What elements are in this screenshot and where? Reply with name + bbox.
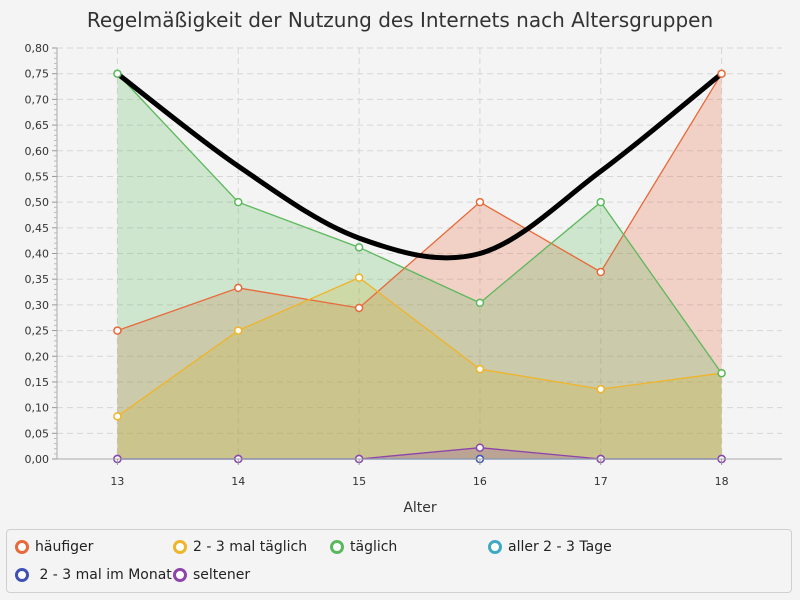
legend-symbol-icon — [15, 540, 29, 554]
legend-label: seltener — [193, 567, 251, 583]
line-2---3-mal-täglich — [117, 276, 722, 417]
legend-label: häufiger — [35, 539, 94, 555]
y-tick-label: 0,30 — [25, 299, 50, 312]
y-tick-label: 0,15 — [25, 376, 50, 389]
data-point — [717, 69, 726, 78]
data-point — [475, 443, 485, 452]
legend-symbol-icon — [330, 540, 344, 554]
legend-item[interactable]: aller 2 - 3 Tage — [488, 539, 612, 555]
y-tick-label: 0,25 — [25, 325, 50, 338]
y-tick-label: 0,10 — [25, 402, 50, 415]
legend-item[interactable]: häufiger — [15, 539, 93, 555]
data-point — [354, 303, 364, 313]
y-tick-label: 0,80 — [25, 42, 50, 55]
legend-item[interactable]: täglich — [330, 539, 397, 555]
data-point — [475, 298, 485, 308]
legend-label: 2 - 3 mal täglich — [193, 539, 308, 555]
x-axis-title: Alter — [403, 500, 437, 516]
x-axis-ticks: 13 14 15 16 17 18 — [110, 459, 729, 488]
data-point — [354, 243, 364, 252]
y-axis-ticks: 0,00 0,05 0,10 0,15 0,20 0,25 0,30 0,35 0,40 0,45… — [25, 42, 57, 466]
data-point — [234, 326, 243, 335]
x-tick-label: 13 — [110, 475, 124, 488]
data-point — [475, 197, 485, 207]
legend-symbol-icon — [173, 568, 187, 582]
line-täglich — [116, 73, 723, 374]
legend-label: 2 - 3 mal im Monat — [35, 567, 172, 583]
legend-symbol-icon — [173, 540, 187, 554]
area-2---3-mal-täglich — [117, 277, 722, 459]
legend-label: aller 2 - 3 Tage — [508, 539, 612, 555]
grid-lines — [57, 47, 782, 459]
legend-item[interactable]: seltener — [173, 567, 250, 583]
legend-item[interactable]: 2 - 3 mal im Monat — [15, 567, 172, 583]
legend-label: täglich — [350, 539, 398, 555]
area-häufiger — [117, 73, 722, 459]
y-tick-label: 0,55 — [25, 170, 50, 183]
overlay-curve — [114, 71, 725, 261]
data-point — [113, 412, 122, 421]
chart-title: Regelmäßigkeit der Nutzung des Internets… — [86, 8, 714, 32]
legend-symbol-icon — [488, 540, 502, 554]
x-tick-label: 14 — [231, 475, 245, 488]
overlay-curve-path — [114, 71, 725, 261]
legend-item[interactable]: 2 - 3 mal täglich — [173, 539, 307, 555]
y-tick-label: 0,00 — [25, 453, 50, 466]
y-tick-label: 0,05 — [25, 427, 50, 440]
data-point — [113, 69, 122, 78]
y-tick-label: 0,65 — [25, 119, 50, 132]
data-point — [596, 384, 605, 394]
area-täglich — [117, 73, 722, 459]
data-point — [234, 197, 243, 207]
y-tick-label: 0,75 — [25, 68, 50, 81]
y-tick-label: 0,70 — [25, 93, 50, 106]
legend-symbol-icon — [15, 568, 29, 582]
x-tick-label: 17 — [594, 475, 608, 488]
y-tick-label: 0,50 — [25, 196, 50, 209]
series-areas — [117, 73, 722, 459]
y-tick-label: 0,40 — [25, 248, 50, 261]
data-point — [596, 197, 605, 207]
y-tick-label: 0,45 — [25, 222, 50, 235]
x-tick-label: 15 — [352, 475, 366, 488]
data-point — [113, 326, 122, 335]
y-tick-label: 0,20 — [25, 350, 50, 363]
data-point — [596, 267, 605, 277]
data-point — [717, 368, 726, 378]
data-point — [354, 273, 364, 282]
data-point — [234, 283, 243, 293]
x-tick-label: 18 — [715, 475, 729, 488]
data-point — [475, 364, 485, 374]
x-tick-label: 16 — [473, 475, 487, 488]
legend: häufiger 2 - 3 mal täglich täglich aller 2 … — [6, 529, 792, 593]
y-tick-label: 0,60 — [25, 145, 50, 158]
y-tick-label: 0,35 — [25, 273, 50, 286]
